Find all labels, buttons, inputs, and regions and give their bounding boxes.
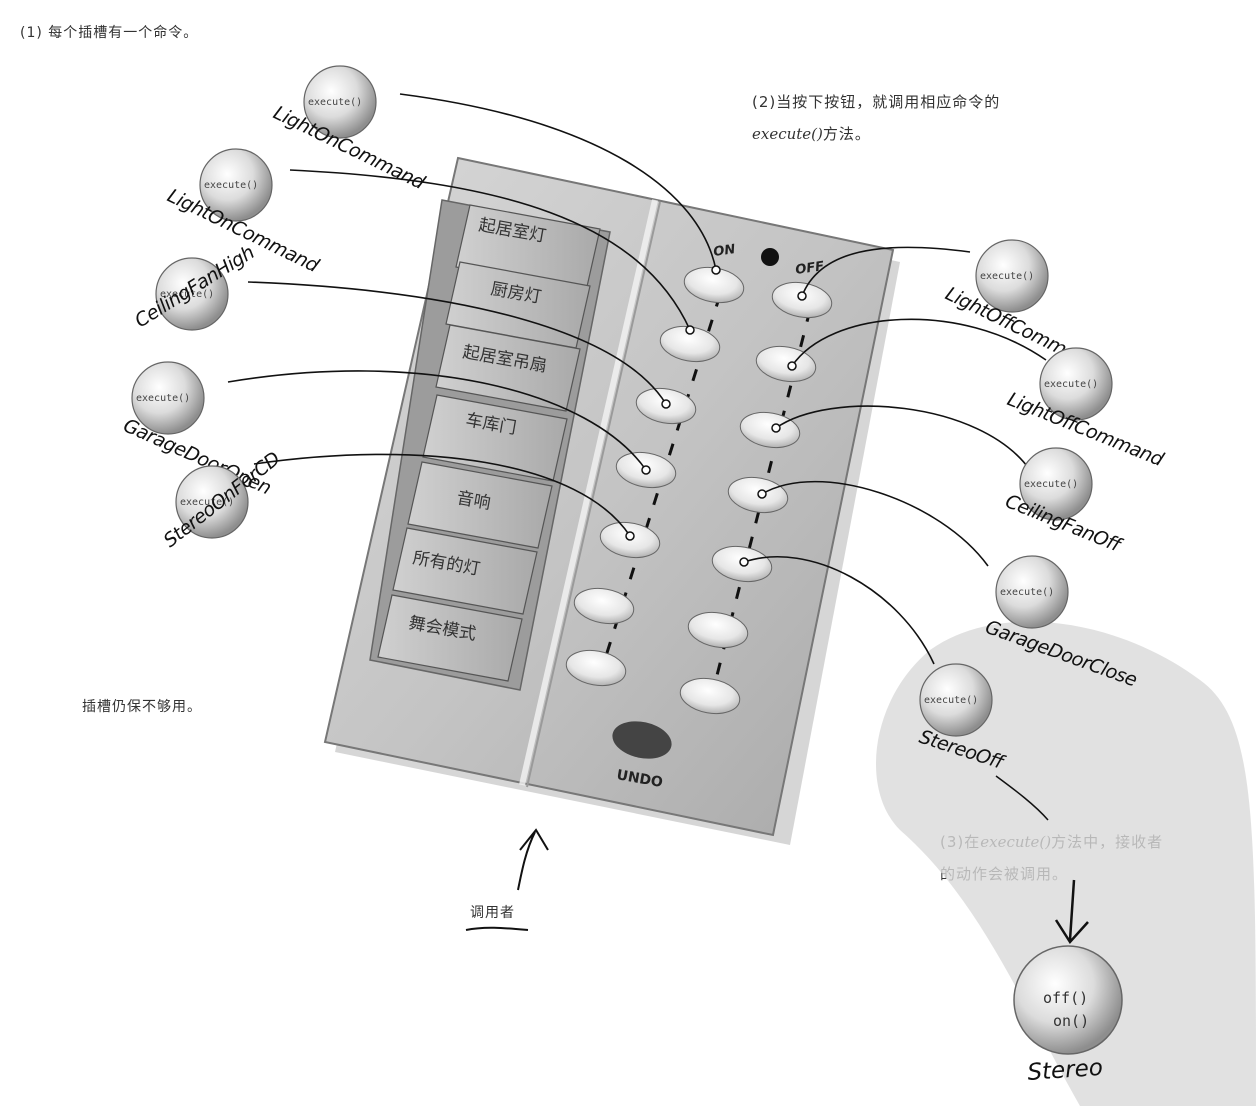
- command-ball: [975, 239, 1049, 313]
- on-connector-3: [247, 281, 667, 405]
- note-button-calls-execute-line2: execute()方法。: [752, 118, 1000, 150]
- note-slots-unused: 插槽仍保不够用。: [82, 699, 202, 715]
- off-connector-dot: [787, 361, 797, 371]
- receiver-arrow: [1054, 879, 1089, 945]
- remote-groove: [519, 199, 658, 786]
- on-command-1: execute()LightOnCommand: [270, 65, 429, 194]
- invoker-underline: [465, 926, 529, 931]
- execute-method: execute(): [1044, 379, 1098, 390]
- off-command-3: execute()CeilingFanOff: [1002, 447, 1126, 558]
- slot-2: 厨房灯: [445, 261, 591, 349]
- on-connector-dot: [641, 465, 651, 475]
- on-connector-2: [289, 169, 691, 331]
- slot-plate: [407, 461, 553, 549]
- execute-method: execute(): [1024, 479, 1078, 490]
- stereo-receiver: off() on() Stereo: [1013, 945, 1123, 1086]
- command-ball: [155, 257, 229, 331]
- command-ball: [303, 65, 377, 139]
- command-ball: [1019, 447, 1093, 521]
- on-label: ON: [712, 242, 736, 260]
- on-button-6[interactable]: [572, 584, 637, 628]
- watermark-blob: [876, 621, 1256, 1106]
- on-connector-1: [399, 93, 717, 271]
- off-command-2: execute()LightOffCommand: [1004, 347, 1168, 471]
- slot-6: 所有的灯: [392, 527, 538, 615]
- command-ball: [1039, 347, 1113, 421]
- on-command-3: execute()CeilingFanHigh: [131, 241, 258, 332]
- stereo-label: Stereo: [1027, 1055, 1104, 1086]
- slot-7: 舞会模式: [377, 594, 523, 682]
- off-button-3[interactable]: [738, 408, 803, 452]
- command-ball: [131, 361, 205, 435]
- slot-plate: [435, 324, 581, 412]
- command-ball: [995, 555, 1069, 629]
- execute-method: execute(): [308, 97, 362, 108]
- on-connector-5: [253, 453, 631, 537]
- off-button-7[interactable]: [678, 674, 743, 718]
- slot-plate: [377, 594, 523, 682]
- stereo-method-off: off(): [1043, 989, 1088, 1007]
- execute-method: execute(): [924, 695, 978, 706]
- invoker-label: 调用者: [470, 905, 515, 921]
- on-connector-dot: [711, 265, 721, 275]
- on-connector-4: [227, 370, 647, 471]
- on-connector-dot: [661, 399, 671, 409]
- stereooff-to-note-line: [995, 775, 1049, 821]
- execute-method: execute(): [180, 497, 234, 508]
- on-connector-dot: [685, 325, 695, 335]
- off-connector-4: [761, 480, 989, 567]
- invoker-arrow: [517, 828, 549, 891]
- command-ball: [919, 663, 993, 737]
- undo-button[interactable]: [609, 716, 675, 764]
- stereo-method-on: on(): [1053, 1012, 1089, 1030]
- slot-5: 音响: [407, 461, 553, 549]
- off-connector-2: [791, 318, 1047, 367]
- command-connectors: [227, 93, 1047, 665]
- slot-plate: [392, 527, 538, 615]
- off-button-6[interactable]: [686, 608, 751, 652]
- undo-label: UNDO: [615, 767, 664, 791]
- indicator-light: [761, 248, 779, 266]
- execute-method: execute(): [1000, 587, 1054, 598]
- off-connector-dot: [771, 423, 781, 433]
- note-button-calls-execute-line1: (2)当按下按钮，就调用相应命令的: [752, 93, 1001, 111]
- off-connector-dot: [757, 489, 767, 499]
- off-connector-5: [743, 556, 935, 665]
- note-button-calls-execute: (2)当按下按钮，就调用相应命令的 execute()方法。: [752, 86, 1000, 150]
- off-connector-dot: [797, 291, 807, 301]
- note2-code: execute(): [752, 125, 823, 143]
- note2-rest: 方法。: [822, 125, 871, 143]
- off-connector-3: [775, 405, 1031, 471]
- on-button-7[interactable]: [564, 646, 629, 690]
- note-each-slot-one-command: (1) 每个插槽有一个命令。: [20, 25, 199, 41]
- execute-method: execute(): [160, 289, 214, 300]
- off-connector-dot: [739, 557, 749, 567]
- slot-3: 起居室吊扇: [435, 324, 581, 412]
- execute-method: execute(): [204, 180, 258, 191]
- execute-method: execute(): [980, 271, 1034, 282]
- stereo-ball: [1013, 945, 1123, 1055]
- command-ball: [175, 465, 249, 539]
- on-connector-dot: [625, 531, 635, 541]
- execute-method: execute(): [136, 393, 190, 404]
- remote-groove-shadow: [526, 201, 661, 788]
- off-connector-1: [801, 246, 971, 297]
- command-ball: [199, 148, 273, 222]
